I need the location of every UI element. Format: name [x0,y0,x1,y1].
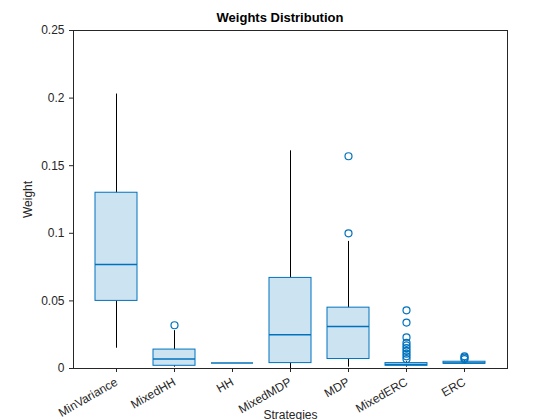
svg-text:Weight: Weight [21,180,35,218]
svg-text:0.1: 0.1 [48,226,65,240]
svg-text:MDP: MDP [322,375,352,400]
svg-text:HH: HH [214,375,236,396]
svg-text:MixedERC: MixedERC [353,375,410,416]
svg-text:ERC: ERC [439,375,468,400]
svg-text:0.2: 0.2 [48,91,65,105]
html-text:Weights Distribution: Weights Distribution [216,10,344,25]
svg-text:MixedMDP: MixedMDP [236,374,294,417]
svg-text:Strategies: Strategies [263,408,317,420]
svg-text:0: 0 [58,361,65,375]
svg-text:0.15: 0.15 [41,159,65,173]
svg-text:MinVariance: MinVariance [56,375,120,420]
svg-text:MixedHH: MixedHH [128,375,178,412]
svg-text:0.05: 0.05 [41,294,65,308]
svg-text:0.25: 0.25 [41,25,65,37]
